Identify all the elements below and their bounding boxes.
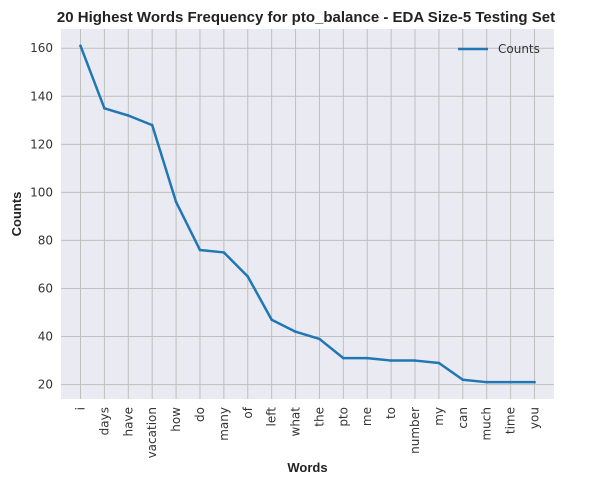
data-point <box>246 275 250 278</box>
x-tick-label: of <box>241 406 255 418</box>
y-tick-label: 80 <box>38 233 53 247</box>
legend-label: Counts <box>498 42 540 56</box>
y-tick-label: 60 <box>38 281 53 295</box>
data-point <box>389 359 393 362</box>
x-tick-label: many <box>217 407 231 441</box>
data-point <box>413 359 417 362</box>
x-tick-label: i <box>74 407 88 410</box>
legend: Counts <box>458 42 540 56</box>
x-tick-label: pto <box>336 407 350 427</box>
data-point <box>461 378 465 382</box>
chart-title: 20 Highest Words Frequency for pto_balan… <box>57 9 555 26</box>
y-axis-label: Counts <box>9 192 24 237</box>
x-tick-label: you <box>528 407 542 429</box>
y-tick-label: 140 <box>30 89 53 103</box>
data-point <box>365 356 369 360</box>
x-axis-label: Words <box>287 460 327 475</box>
data-point <box>103 106 106 110</box>
data-point <box>318 337 321 341</box>
x-tick-label: days <box>97 407 111 435</box>
x-tick-label: to <box>384 407 398 419</box>
x-tick-label: the <box>312 407 326 427</box>
y-tick-label: 40 <box>38 330 53 344</box>
data-point <box>485 380 489 384</box>
grid-lines <box>61 29 554 399</box>
x-tick-label: can <box>456 407 470 429</box>
y-tick-label: 20 <box>38 378 53 392</box>
data-point <box>222 251 226 254</box>
data-point <box>509 380 512 384</box>
x-tick-label: what <box>289 407 303 437</box>
x-tick-label: time <box>504 407 518 434</box>
data-point <box>198 248 202 252</box>
data-point <box>437 361 441 365</box>
x-tick-label: number <box>408 407 422 454</box>
data-point <box>533 380 536 384</box>
series-layer <box>79 44 536 384</box>
data-point <box>126 114 130 117</box>
y-tick-label: 160 <box>30 41 53 55</box>
series-line-0 <box>79 44 536 384</box>
y-tick-label: 120 <box>30 137 53 151</box>
plot-area <box>61 29 554 399</box>
data-point <box>294 330 297 334</box>
x-tick-label: me <box>360 407 374 426</box>
data-point <box>270 318 273 322</box>
x-tick-label: my <box>432 407 446 426</box>
data-point <box>174 200 178 204</box>
x-tick-label: vacation <box>145 407 159 458</box>
data-point <box>342 356 345 360</box>
data-point <box>150 123 154 127</box>
data-point <box>79 44 82 48</box>
x-tick-label: have <box>121 407 135 436</box>
x-tick-label: do <box>193 407 207 422</box>
y-tick-label: 100 <box>30 185 53 199</box>
x-tick-label: how <box>169 407 183 432</box>
x-tick-label: much <box>480 407 494 441</box>
axes: i days have vacation how do many of left what the p… <box>30 41 541 458</box>
x-tick-label: left <box>265 407 279 427</box>
